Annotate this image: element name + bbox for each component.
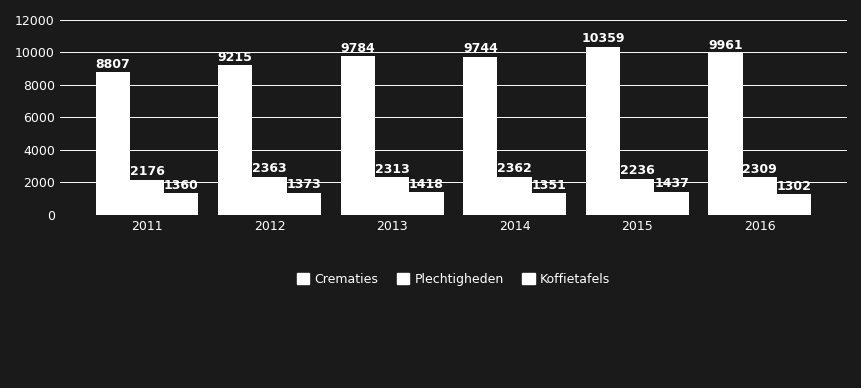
Text: 9784: 9784 xyxy=(340,42,375,55)
Bar xyxy=(409,192,443,215)
Text: 8807: 8807 xyxy=(96,57,130,71)
Text: 10359: 10359 xyxy=(580,32,624,45)
Text: 2309: 2309 xyxy=(741,163,777,176)
Legend: Crematies, Plechtigheden, Koffietafels: Crematies, Plechtigheden, Koffietafels xyxy=(291,268,615,291)
Bar xyxy=(531,193,566,215)
Bar xyxy=(96,72,130,215)
Text: 1373: 1373 xyxy=(286,178,321,191)
Bar xyxy=(130,180,164,215)
Bar xyxy=(585,47,619,215)
Text: 2236: 2236 xyxy=(619,165,653,177)
Text: 2176: 2176 xyxy=(129,165,164,178)
Text: 1437: 1437 xyxy=(653,177,688,191)
Text: 2363: 2363 xyxy=(252,162,287,175)
Bar xyxy=(252,177,287,215)
Bar xyxy=(287,193,320,215)
Bar xyxy=(218,65,252,215)
Bar xyxy=(340,56,375,215)
Bar xyxy=(164,193,198,215)
Bar xyxy=(741,177,776,215)
Bar xyxy=(375,177,409,215)
Text: 2362: 2362 xyxy=(497,162,531,175)
Text: 9744: 9744 xyxy=(462,42,497,55)
Text: 1360: 1360 xyxy=(164,178,198,192)
Text: 9215: 9215 xyxy=(218,51,252,64)
Text: 1418: 1418 xyxy=(408,178,443,191)
Bar xyxy=(497,177,531,215)
Bar xyxy=(776,194,810,215)
Text: 1302: 1302 xyxy=(776,180,810,192)
Bar xyxy=(708,53,741,215)
Text: 2313: 2313 xyxy=(375,163,409,176)
Text: 9961: 9961 xyxy=(707,39,742,52)
Text: 1351: 1351 xyxy=(531,179,566,192)
Bar xyxy=(462,57,497,215)
Bar xyxy=(653,192,688,215)
Bar xyxy=(619,178,653,215)
